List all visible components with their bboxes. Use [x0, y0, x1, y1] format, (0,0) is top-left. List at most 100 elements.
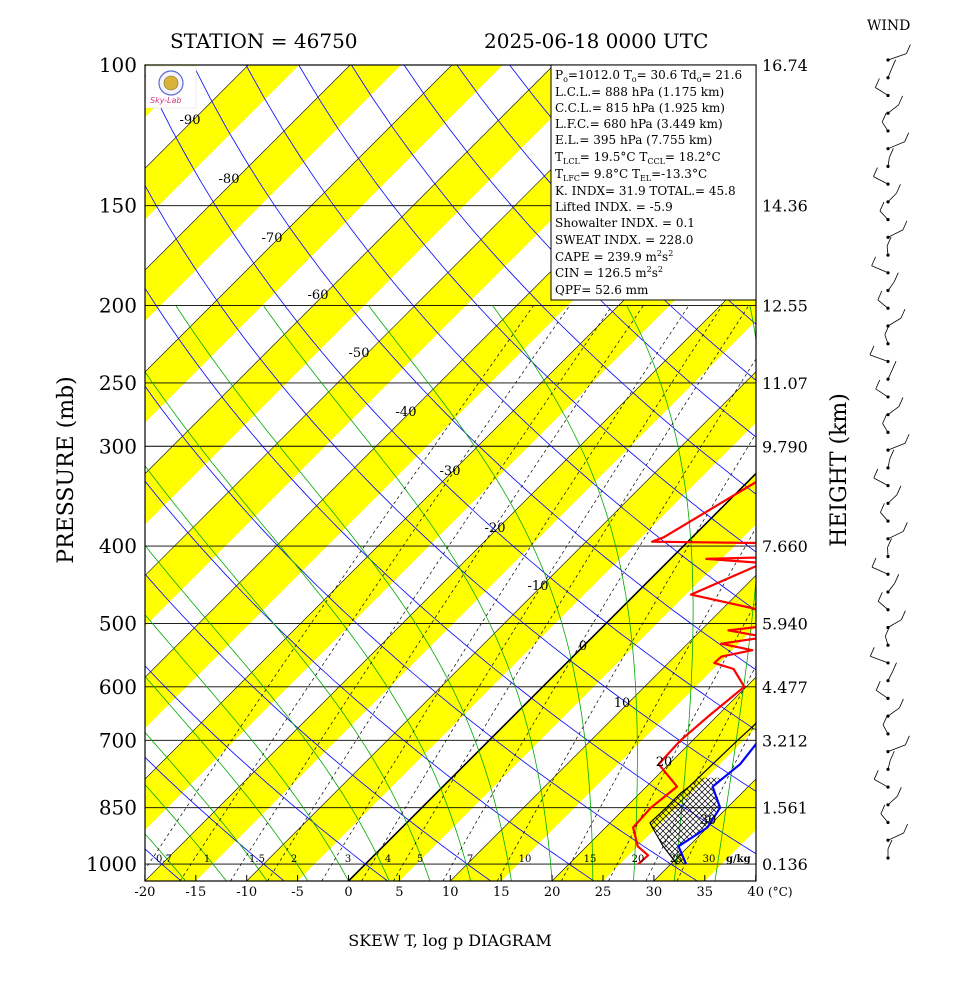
wind-barb-staff [887, 317, 902, 327]
isotherm-band [755, 880, 756, 881]
wind-barb-flag [877, 592, 883, 602]
series-parcel-line [649, 722, 756, 865]
isotherm-band [0, 65, 96, 881]
isotherm-line [755, 880, 756, 881]
isotherm-line [0, 65, 45, 881]
info-cape: CAPE = 239.9 m2s2 [555, 249, 673, 264]
wind-barb-flag [896, 787, 902, 797]
wind-barb-dot [886, 129, 890, 133]
height-tick-label: 14.36 [762, 197, 808, 216]
pressure-tick-label: 250 [99, 371, 137, 395]
wind-barb-flag [898, 397, 904, 407]
wind-barb-staff [873, 176, 889, 185]
wind-barb-staff [887, 531, 904, 540]
pressure-tick-label: 100 [99, 53, 137, 77]
x-tick-label: 30 [646, 885, 663, 900]
mixing-ratio-label: 4 [385, 854, 391, 865]
isotherm-line [551, 676, 756, 881]
x-tick-label: -10 [236, 885, 257, 900]
wind-barb-staff [887, 370, 893, 380]
wind-barb-dot [886, 147, 890, 151]
moist-adiabat [145, 544, 390, 881]
moist-adiabat [368, 305, 594, 881]
height-tick-label: 12.55 [762, 297, 808, 316]
isotherm-label: 30 [700, 813, 717, 828]
mixing-ratio-line [496, 432, 756, 881]
wind-barb-dot [886, 271, 890, 275]
isotherm-label: -10 [528, 579, 549, 594]
height-tick-label: 0.136 [762, 855, 808, 874]
wind-barb-staff [887, 582, 896, 593]
wind-barb-flag [873, 770, 879, 780]
wind-barb-dot [886, 342, 890, 346]
wind-barb-staff [882, 724, 889, 735]
isotherm-label: 20 [656, 755, 673, 770]
wind-barb-dot [886, 608, 890, 612]
isotherm-label: -40 [396, 405, 417, 420]
wind-barb-dot [886, 484, 890, 488]
pressure-tick-label: 300 [99, 434, 137, 458]
mixing-ratio-line [561, 527, 756, 881]
isotherm-band [145, 65, 401, 321]
wind-barb-dot [886, 218, 890, 222]
wind-barb-staff [887, 796, 898, 806]
moist-adiabats [145, 305, 756, 881]
info-qpf: QPF= 52.6 mm [555, 283, 649, 297]
wind-barb-staff [887, 53, 907, 61]
wind-barb-dot [886, 111, 890, 115]
dry-adiabat [145, 184, 756, 792]
info-lfc: L.F.C.= 680 hPa (3.449 km) [555, 117, 723, 131]
pressure-tick-label: 200 [99, 294, 137, 318]
wind-barb-dot [886, 750, 890, 754]
wind-barb-staff [887, 141, 905, 150]
wind-barb-staff [871, 265, 889, 274]
x-tick-label: 20 [544, 885, 561, 900]
wind-barb-dot [886, 679, 890, 683]
moist-adiabat [262, 305, 553, 881]
wind-barb-dot [886, 164, 890, 168]
plot-area: -90 -80 -70 -60 -50 -40 -30 -20 -10 0 10 20 30 [0, 65, 756, 881]
height-tick-label: 5.940 [762, 615, 808, 634]
info-box-frame [550, 64, 757, 301]
wind-barb-flag [899, 698, 904, 709]
wind-barb-dot [886, 93, 890, 98]
wind-barb-flag [889, 751, 895, 761]
wind-label: WIND [867, 18, 910, 34]
wind-barb-dot [886, 803, 890, 807]
wind-barb-flag [882, 414, 887, 424]
wind-barb-dot [886, 430, 890, 434]
mixing-ratio-label: 30 [703, 854, 716, 865]
dry-adiabat [145, 385, 698, 881]
moist-adiabat [145, 675, 309, 881]
wind-barb-flag [896, 485, 902, 495]
instability-area [653, 777, 724, 820]
dry-adiabat [403, 65, 756, 438]
wind-barb-flag [880, 503, 885, 513]
height-tick-label: 1.561 [762, 799, 808, 818]
wind-barb-staff [887, 442, 906, 451]
info-tlcl: TLCL= 19.5°C TCCL= 18.2°C [555, 150, 721, 166]
wind-barb-dot [886, 820, 890, 825]
x-tick-label: 10 [442, 885, 459, 900]
wind-barb-flag [884, 325, 890, 335]
mixing-ratio-label: 7 [467, 854, 473, 865]
height-tick-label: 16.74 [762, 56, 808, 75]
wind-barb-flag [881, 112, 887, 123]
wind-barb-staff [887, 104, 899, 114]
dry-adiabats [145, 65, 756, 881]
mixing-ratio-label: 10 [519, 854, 532, 865]
height-tick-label: 7.660 [762, 537, 808, 556]
dry-adiabat [145, 73, 756, 731]
wind-barb-staff [887, 68, 892, 78]
wind-barb-staff [874, 779, 889, 788]
moist-adiabat [175, 305, 512, 881]
wind-barb-staff [887, 619, 902, 628]
dry-adiabat [351, 65, 756, 495]
pressure-tick-label: 700 [99, 728, 137, 752]
wind-barb-staff [881, 121, 889, 132]
wind-barb-dot [886, 395, 890, 399]
mixing-ratio-label: 20 [632, 854, 645, 865]
dry-adiabat [145, 480, 595, 881]
wind-barb-dot [886, 288, 890, 293]
